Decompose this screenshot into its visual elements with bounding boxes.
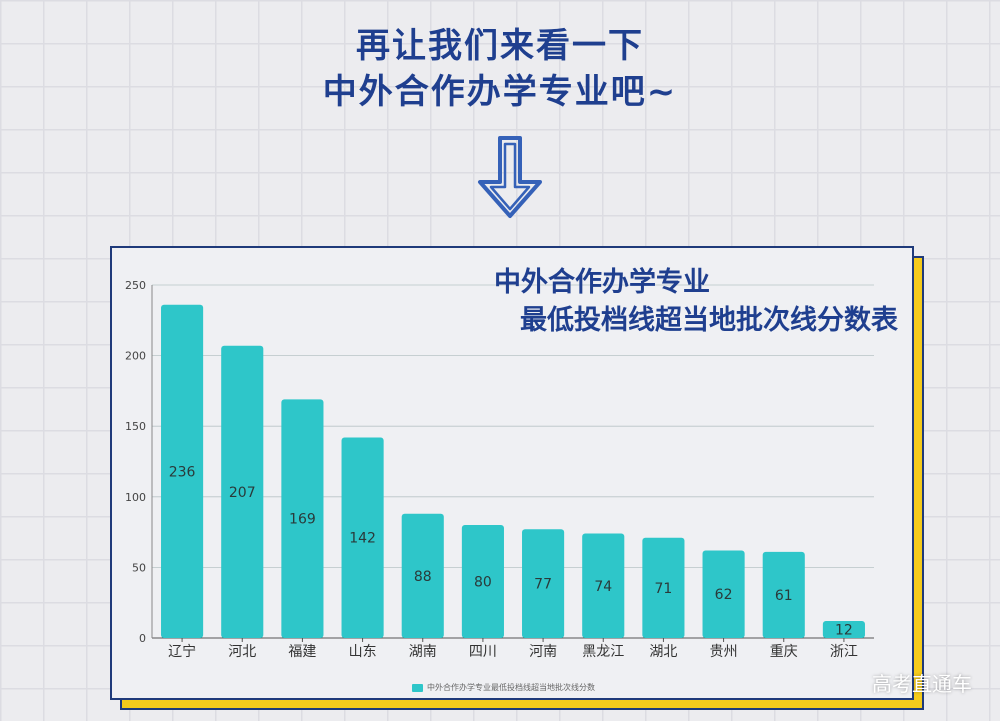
bar: [522, 529, 565, 638]
chart-title-line-2: 最低投档线超当地批次线分数表: [520, 305, 898, 336]
legend-label: 中外合作办学专业最低投档线超当地批次线分数: [427, 683, 595, 692]
legend-swatch: [412, 683, 423, 692]
x-tick-label: 河北: [228, 644, 256, 660]
y-tick-label: 150: [125, 420, 146, 433]
x-tick-label: 重庆: [770, 644, 798, 660]
bar: [341, 437, 384, 638]
data-label: 207: [229, 485, 256, 501]
chart-legend: 中外合作办学专业最低投档线超当地批次线分数: [412, 682, 595, 693]
x-tick-label: 山东: [349, 644, 377, 660]
x-tick-label: 辽宁: [168, 643, 196, 660]
y-tick-label: 250: [125, 279, 146, 292]
watermark: 高考直通车: [872, 672, 972, 696]
bar: [582, 533, 625, 638]
data-label: 71: [655, 581, 673, 597]
x-tick-label: 福建: [288, 644, 316, 660]
bar: [762, 551, 805, 638]
x-tick-label: 四川: [469, 644, 497, 660]
bar: [281, 399, 324, 638]
bar: [461, 525, 504, 638]
y-tick-label: 100: [125, 491, 146, 504]
bar: [642, 537, 685, 638]
x-tick-label: 湖北: [649, 644, 677, 660]
bar: [221, 345, 264, 638]
data-label: 12: [835, 623, 853, 639]
chart-card: 0 50 100 150 200 250 辽宁 236 河北 207 福建 169 山东 142 湖南 88 四…: [110, 246, 914, 700]
x-tick-label: 河南: [529, 644, 557, 660]
bar: [822, 621, 865, 638]
y-tick-label: 0: [139, 632, 146, 645]
data-label: 169: [289, 512, 316, 528]
chart-title-line-1: 中外合作办学专业: [494, 267, 710, 298]
down-arrow-icon: [478, 136, 542, 218]
data-label: 62: [715, 587, 733, 603]
data-label: 61: [775, 588, 793, 604]
data-label: 142: [349, 531, 376, 547]
data-label: 236: [169, 464, 196, 480]
x-tick-label: 湖南: [409, 644, 437, 660]
header-line-1: 再让我们来看一下: [356, 26, 644, 66]
data-label: 80: [474, 575, 492, 591]
bar: [161, 304, 204, 638]
data-label: 88: [414, 569, 432, 585]
bar-chart: 0 50 100 150 200 250 辽宁 236 河北 207 福建 169 山东 142 湖南 88 四…: [125, 279, 874, 660]
data-label: 74: [594, 579, 612, 595]
x-tick-label: 黑龙江: [582, 644, 624, 660]
header-line-2: 中外合作办学专业吧~: [322, 72, 678, 112]
bar: [401, 513, 444, 638]
bar: [702, 550, 745, 638]
y-tick-label: 200: [125, 350, 146, 363]
data-label: 77: [534, 577, 552, 593]
x-tick-label: 浙江: [830, 644, 858, 660]
x-tick-label: 贵州: [710, 644, 738, 660]
y-tick-label: 50: [132, 561, 146, 574]
